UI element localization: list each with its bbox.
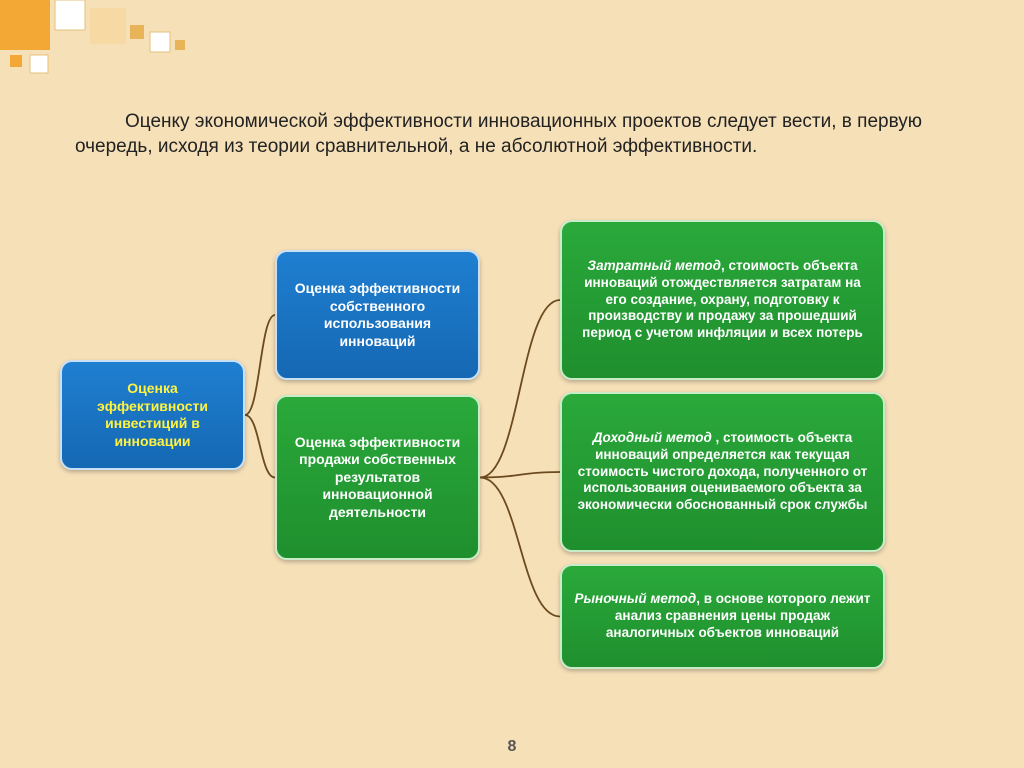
node-leaf2: Доходный метод , стоимость объекта иннов… [560, 392, 885, 552]
intro-paragraph: Оценку экономической эффективности иннов… [75, 110, 949, 159]
node-leaf1: Затратный метод, стоимость объекта иннов… [560, 220, 885, 380]
corner-decoration [0, 0, 220, 80]
node-mid2: Оценка эффективности продажи собственных… [275, 395, 480, 560]
node-mid1: Оценка эффективности собственного исполь… [275, 250, 480, 380]
diagram-container: Оценка эффективности инвестиций в иннова… [60, 220, 980, 720]
node-root: Оценка эффективности инвестиций в иннова… [60, 360, 245, 470]
node-leaf3: Рыночный метод, в основе которого лежит … [560, 564, 885, 669]
page-number: 8 [0, 738, 1024, 756]
intro-text: Оценку экономической эффективности иннов… [75, 111, 922, 157]
